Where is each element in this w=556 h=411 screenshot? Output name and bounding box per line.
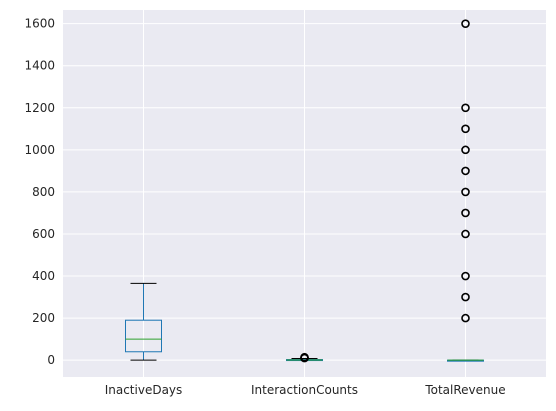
x-axis-labels: InactiveDays InteractionCounts TotalRevenu…: [105, 383, 506, 397]
y-tick-label: 800: [32, 185, 55, 199]
outlier-point: [300, 352, 309, 362]
outlier-point: [461, 292, 470, 302]
outlier-point: [461, 229, 470, 239]
y-tick-label: 1000: [24, 143, 55, 157]
outlier-point: [461, 208, 470, 218]
y-tick-label: 600: [32, 227, 55, 241]
outlier-point: [461, 313, 470, 323]
y-tick-label: 1200: [24, 101, 55, 115]
x-tick-label: InactiveDays: [105, 383, 183, 397]
boxes: [125, 19, 484, 363]
y-tick-label: 1400: [24, 59, 55, 73]
outlier-point: [461, 103, 470, 113]
outlier-point: [461, 271, 470, 281]
outlier-point: [461, 124, 470, 134]
outlier-point: [461, 166, 470, 176]
y-axis-ticks: 0 200 400 600 800 1000 1200 1400 1600: [24, 17, 55, 368]
y-tick-label: 200: [32, 311, 55, 325]
outlier-point: [461, 187, 470, 197]
x-tick-label: TotalRevenue: [424, 383, 505, 397]
x-tick-label: InteractionCounts: [251, 383, 358, 397]
y-tick-label: 400: [32, 269, 55, 283]
outlier-point: [461, 145, 470, 155]
box-InactiveDays: [125, 282, 162, 361]
box-InteractionCounts: [286, 352, 323, 363]
outlier-point: [461, 19, 470, 28]
box-iqr: [125, 319, 162, 353]
y-tick-label: 0: [47, 353, 55, 367]
y-tick-label: 1600: [24, 17, 55, 31]
box-TotalRevenue: [447, 19, 484, 362]
